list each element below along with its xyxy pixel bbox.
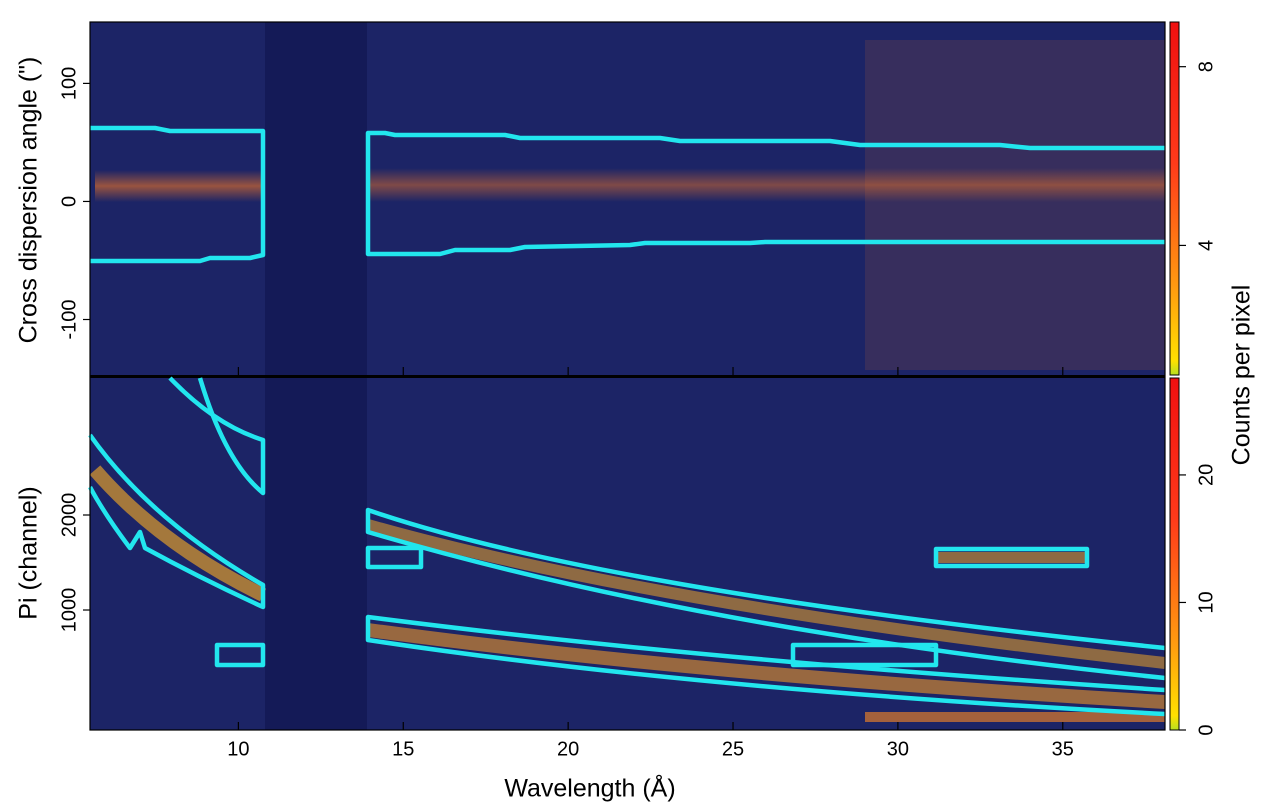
y-tick-label: 100 xyxy=(58,67,80,100)
order-band xyxy=(865,712,1165,722)
x-tick-label: 10 xyxy=(227,738,249,760)
x-tick-label: 25 xyxy=(722,738,744,760)
colorbar-tick-label: 0 xyxy=(1195,724,1217,735)
colorbar-tick-label: 20 xyxy=(1195,464,1217,486)
y-tick-label: 0 xyxy=(58,196,80,207)
frame xyxy=(89,21,1166,731)
x-tick-label: 35 xyxy=(1052,738,1074,760)
colorbar-tick-label: 10 xyxy=(1195,591,1217,613)
emission-band xyxy=(368,168,1165,202)
y-tick-label: -100 xyxy=(58,299,80,339)
region xyxy=(933,546,1090,569)
panel-divider xyxy=(90,375,1165,378)
region xyxy=(88,433,266,610)
y-axis-label: Pi (channel) xyxy=(15,486,43,619)
order-band xyxy=(938,552,1085,563)
region xyxy=(365,507,1166,681)
order-band xyxy=(89,465,267,602)
y-axis-label: Cross dispersion angle (") xyxy=(15,57,43,344)
x-tick-label: 30 xyxy=(887,738,909,760)
x-axis-label: Wavelength (Å) xyxy=(504,773,675,803)
y-tick-label: 2000 xyxy=(58,493,80,538)
colorbar xyxy=(1169,377,1180,731)
x-tick-label: 15 xyxy=(392,738,414,760)
region xyxy=(365,545,424,570)
y-tick-label: 1000 xyxy=(58,588,80,633)
colorbar-tick-label: 4 xyxy=(1195,240,1217,251)
x-tick-label: 20 xyxy=(557,738,579,760)
region xyxy=(790,642,939,668)
colorbar xyxy=(1169,21,1180,376)
colorbar-label: Counts per pixel xyxy=(1228,285,1256,466)
region xyxy=(90,125,266,264)
colorbar-tick-label: 8 xyxy=(1195,61,1217,72)
region xyxy=(214,642,266,668)
background-pattern xyxy=(865,40,1165,370)
region xyxy=(365,614,1166,717)
region xyxy=(365,130,1165,257)
emission-band xyxy=(95,170,263,202)
order-band xyxy=(367,623,1166,709)
order-band xyxy=(366,519,1166,669)
region xyxy=(168,376,266,496)
